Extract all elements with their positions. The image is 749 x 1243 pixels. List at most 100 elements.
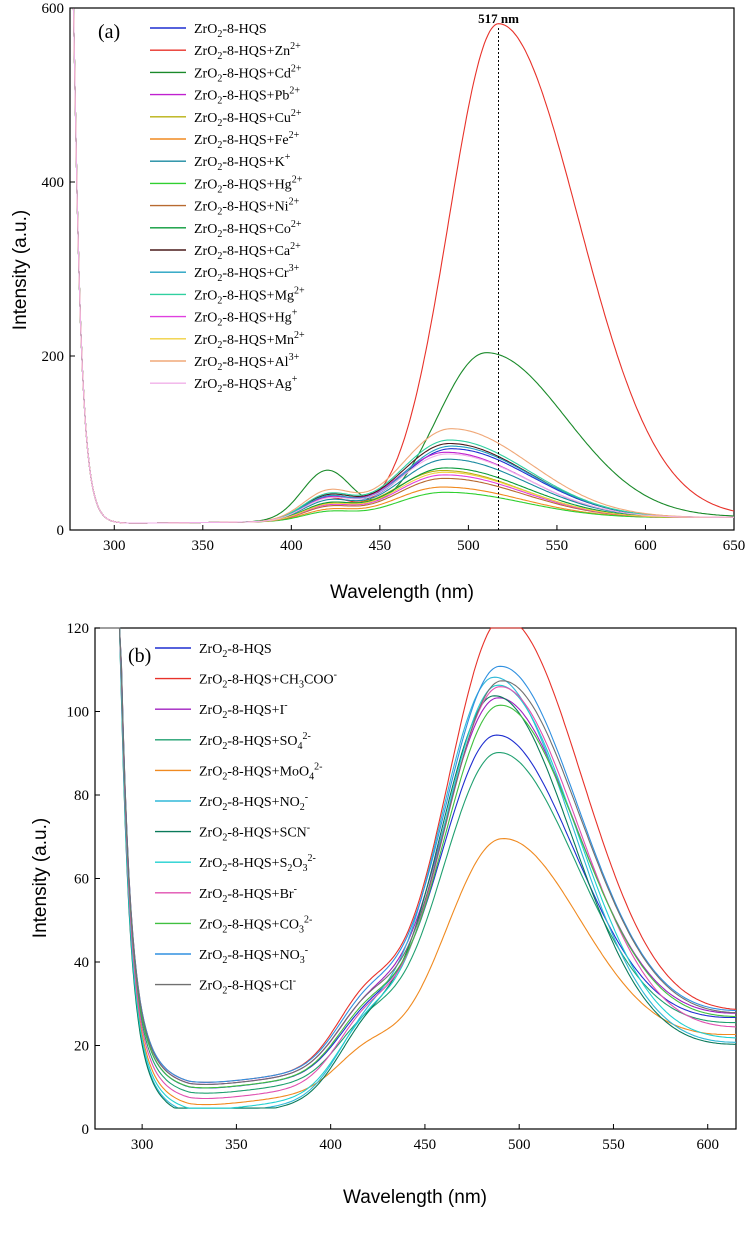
legend-base: ZrO [194,355,217,370]
legend-ion: NO [280,795,300,810]
panel-a-curves [71,7,735,524]
series-line-zro2-8-hqs-al3 [71,7,734,524]
legend-ion: CO [280,917,299,932]
panel-a-legend: ZrO2-8-HQSZrO2-8-HQS+Zn2+ZrO2-8-HQS+Cd2+… [150,22,305,395]
peak-marker-label: 517 nm [478,11,519,26]
legend-sup: - [334,670,337,681]
series-line-zro2-8-hqs-hg2 [71,7,734,524]
legend-base: ZrO [199,887,222,902]
legend-rest: -8-HQS+ [222,177,274,192]
legend-label-zro2-8-hqs-moo42: ZrO2-8-HQS+MoO42- [199,761,322,782]
legend-rest: -8-HQS+ [222,244,274,259]
legend-sub: 2 [217,295,222,306]
legend-base: ZrO [199,826,222,841]
x-tick-label: 300 [131,1137,154,1153]
y-tick-label: 400 [42,175,65,191]
legend-rest: -8-HQS+ [222,89,274,104]
legend-ion-2: O [292,856,302,871]
legend-ion: Hg [275,311,292,326]
legend-sub: 2 [222,924,227,935]
legend-rest: -8-HQS+ [222,155,274,170]
legend-ion: Fe [275,133,289,148]
legend-sub: 2 [222,649,227,660]
series-line-zro2-8-hqs-no3 [96,627,737,1083]
series-line-zro2-8-hqs-hg [71,7,735,524]
legend-ion: K [275,155,285,170]
y-tick-label: 100 [67,705,90,721]
legend-base: ZrO [194,266,217,281]
legend-sup: 2+ [292,174,303,185]
legend-base: ZrO [199,917,222,932]
legend-sub: 2 [217,340,222,351]
y-tick-label: 20 [74,1039,89,1055]
series-line-zro2-8-hqs-scn [96,627,736,1109]
series-line-zro2-8-hqs-ni2 [71,7,735,524]
legend-rest: -8-HQS+ [222,377,274,392]
legend-base: ZrO [194,333,217,348]
legend-label-zro2-8-hqs-scn: ZrO2-8-HQS+SCN- [199,823,310,844]
legend-ion: Al [275,355,289,370]
legend-label-zro2-8-hqs-cu2: ZrO2-8-HQS+Cu2+ [194,108,302,129]
legend-rest: -8-HQS+ [222,44,274,59]
legend-sub: 2 [222,741,227,752]
legend-base: ZrO [199,734,222,749]
legend-sub: 2 [222,710,227,721]
legend-label-zro2-8-hqs-mg2: ZrO2-8-HQS+Mg2+ [194,285,305,306]
series-line-zro2-8-hqs-fe2 [71,7,734,524]
legend-rest: -8-HQS+ [222,66,274,81]
legend-sup: 2+ [289,86,300,97]
series-line-zro2-8-hqs-cr3 [71,7,734,524]
legend-sup: 3+ [289,352,300,363]
legend-label-zro2-8-hqs-cl: ZrO2-8-HQS+Cl- [199,976,296,997]
legend-label-zro2-8-hqs-cr3: ZrO2-8-HQS+Cr3+ [194,263,300,284]
legend-sup: + [292,374,298,385]
legend-ion-sub-2: 3 [302,863,307,874]
legend-rest: -8-HQS+ [222,311,274,326]
legend-base: ZrO [194,44,217,59]
series-line-zro2-8-hqs-ca2 [71,7,734,524]
legend-sup: 3+ [289,263,300,274]
legend-base: ZrO [194,66,217,81]
legend-sub: 2 [217,51,222,62]
series-line-zro2-8-hqs-s2o32 [96,627,736,1109]
legend-ion: Ag [275,377,292,392]
legend-sup: 2+ [290,241,301,252]
y-tick-label: 80 [74,788,89,804]
legend-sup: - [294,884,297,895]
x-tick-label: 600 [634,538,657,554]
legend-sup: 2- [314,761,322,772]
legend-base: ZrO [199,795,222,810]
legend-ion-2: COO [304,673,334,688]
legend-ion-sub: 4 [309,771,314,782]
series-line-zro2-8-hqs-co2 [71,7,734,524]
x-tick-label: 550 [602,1137,625,1153]
legend-base: ZrO [199,979,222,994]
series-line-zro2-8-hqs-pb2 [71,7,734,524]
legend-label-zro2-8-hqs-hg: ZrO2-8-HQS+Hg+ [194,308,298,329]
legend-label-zro2-8-hqs-pb2: ZrO2-8-HQS+Pb2+ [194,86,300,107]
legend-label-zro2-8-hqs-fe2: ZrO2-8-HQS+Fe2+ [194,130,300,151]
legend-sub: 2 [217,229,222,240]
panel-a: 517 nm (a) 300 350 400 450 500 550 600 650 0 200 4… [10,1,745,603]
y-tick-label: 120 [67,621,90,637]
legend-ion-sub: 3 [299,680,304,691]
legend-base: ZrO [199,642,222,657]
legend-sub: 2 [217,73,222,84]
legend-base: ZrO [199,764,222,779]
legend-base: ZrO [194,377,217,392]
legend-sup: 2- [307,853,315,864]
legend-sup: - [305,792,308,803]
series-line-zro2-8-hqs-br [96,627,737,1100]
legend-base: ZrO [194,111,217,126]
legend-rest: -8-HQS+ [227,795,279,810]
legend-sub: 2 [217,140,222,151]
legend-sub: 2 [222,833,227,844]
legend-sub: 2 [217,184,222,195]
y-tick-label: 600 [42,1,65,17]
legend-ion: Br [280,887,294,902]
legend-label-zro2-8-hqs-co32: ZrO2-8-HQS+CO32- [199,914,312,935]
legend-sup: 2+ [291,63,302,74]
legend-ion: SCN [280,826,307,841]
legend-sup: 2+ [289,197,300,208]
legend-sup: - [293,976,296,987]
